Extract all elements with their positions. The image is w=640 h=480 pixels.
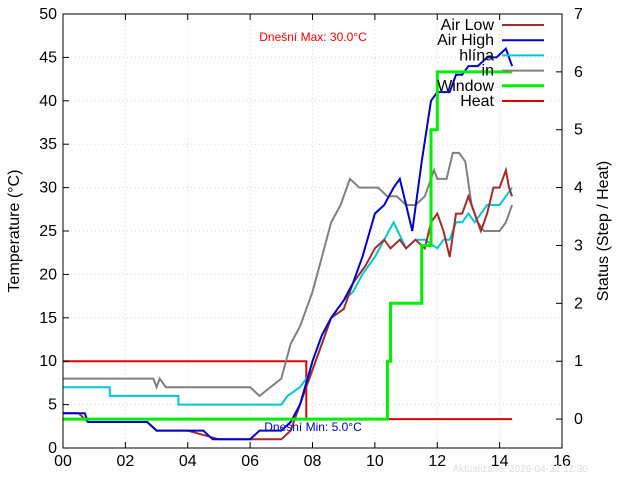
x-tick-label: 00 — [54, 453, 72, 470]
y2-tick-label: 3 — [574, 237, 583, 254]
x-tick-label: 02 — [116, 453, 134, 470]
series-line-window — [63, 70, 513, 421]
y-tick-label: 10 — [39, 353, 57, 370]
y2-tick-label: 7 — [574, 6, 583, 23]
series-line-heat — [63, 360, 513, 421]
series-layer — [63, 46, 514, 441]
max-annotation: Dnešní Max: 30.0°C — [259, 30, 367, 44]
y-axis-label: Temperature (°C) — [6, 170, 23, 293]
y-tick-label: 15 — [39, 310, 57, 327]
y2-tick-label: 6 — [574, 64, 583, 81]
legend-label: Window — [437, 78, 494, 95]
x-tick-label: 08 — [304, 453, 322, 470]
y-tick-label: 5 — [48, 397, 57, 414]
y-tick-label: 45 — [39, 49, 57, 66]
y2-tick-label: 4 — [574, 180, 583, 197]
y-tick-label: 25 — [39, 223, 57, 240]
x-tick-label: 16 — [553, 453, 571, 470]
legend-label: Air Low — [441, 17, 495, 34]
legend-label: Heat — [460, 93, 494, 110]
x-tick-label: 06 — [241, 453, 259, 470]
x-tick-label: 12 — [428, 453, 446, 470]
y2-tick-label: 1 — [574, 353, 583, 370]
y-tick-label: 0 — [48, 440, 57, 457]
ticks: 00 02 04 06 08 10 12 14 160510152025303540455001… — [39, 6, 583, 470]
legend-label: in — [482, 63, 494, 80]
min-annotation: Dnešní Min: 5.0°C — [264, 420, 362, 434]
series-line-hl-na — [63, 187, 513, 406]
legend-label: Air High — [437, 32, 494, 49]
y-tick-label: 50 — [39, 6, 57, 23]
y-tick-label: 20 — [39, 266, 57, 283]
y-tick-label: 30 — [39, 180, 57, 197]
y2-tick-label: 2 — [574, 295, 583, 312]
x-tick-label: 04 — [179, 453, 197, 470]
legend-label: hlína — [459, 47, 494, 64]
series-line-air-low — [63, 166, 514, 441]
y-tick-label: 35 — [39, 136, 57, 153]
y-tick-label: 40 — [39, 93, 57, 110]
y2-axis-label: Status (Step / Heat) — [595, 161, 612, 302]
series-line-air-high — [63, 46, 514, 441]
updated-stamp: Aktualizace: 2026-04-22 12:30 — [452, 464, 588, 475]
x-tick-label: 10 — [366, 453, 384, 470]
y2-tick-label: 0 — [574, 411, 583, 428]
x-tick-label: 14 — [491, 453, 509, 470]
y2-tick-label: 5 — [574, 122, 583, 139]
